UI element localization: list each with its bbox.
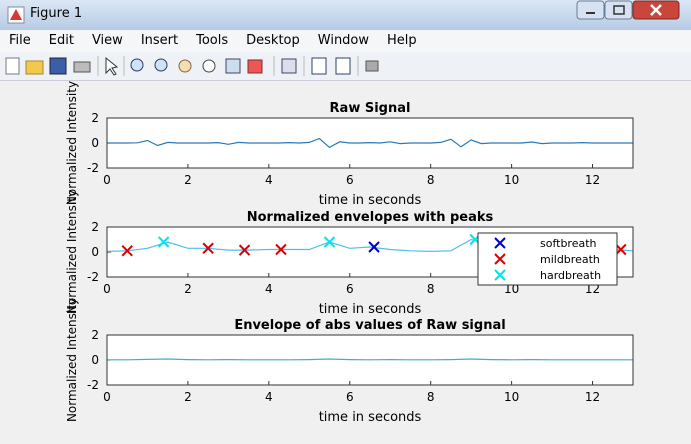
x-tick-label: 2 [184, 173, 192, 187]
menu-item[interactable]: Edit [48, 33, 74, 48]
window-title: Figure 1 [30, 6, 83, 21]
peak-marker [202, 242, 214, 254]
y-tick-label: -2 [87, 378, 99, 392]
peak-marker [238, 244, 251, 256]
axes-box [106, 226, 634, 278]
legend-label: softbreath [540, 237, 597, 250]
title-bar: Figure 1 [0, 0, 691, 30]
app-icon [7, 6, 25, 24]
x-axis-label: time in seconds [319, 193, 422, 208]
legend: softbreath mildbreath hardbreath [477, 232, 618, 286]
y-tick-label: 0 [91, 136, 99, 150]
maximize-button[interactable] [604, 0, 633, 20]
peak-marker [323, 236, 336, 248]
peak-marker [615, 243, 627, 256]
x-axis-label: time in seconds [319, 302, 422, 317]
x-tick-label: 8 [427, 390, 435, 404]
x-tick-label: 0 [103, 173, 111, 187]
x-tick-label: 0 [103, 390, 111, 404]
menu-item[interactable]: View [91, 33, 123, 48]
signal-line [107, 358, 633, 361]
y-tick-label: 0 [91, 353, 99, 367]
x-axis-label: time in seconds [319, 410, 422, 425]
menu-item[interactable]: Insert [140, 33, 179, 48]
y-axis-label: Normalized Intensity [65, 81, 79, 205]
x-tick-label: 12 [585, 390, 600, 404]
x-tick-label: 4 [265, 282, 273, 296]
legend-marker [494, 253, 506, 265]
toolbar [0, 52, 691, 81]
y-tick-label: 0 [91, 245, 99, 259]
x-tick-label: 10 [504, 173, 519, 187]
toolbar-icons[interactable] [0, 52, 380, 80]
axes-title: Envelope of abs values of Raw signal [234, 318, 505, 333]
x-tick-label: 10 [504, 390, 519, 404]
x-tick-label: 2 [184, 282, 192, 296]
x-tick-label: 4 [265, 390, 273, 404]
menu-item[interactable]: Tools [196, 33, 229, 48]
legend-label: mildbreath [540, 253, 600, 266]
axes-title: Normalized envelopes with peaks [247, 210, 494, 225]
axes-box [106, 334, 634, 386]
x-tick-label: 0 [103, 282, 111, 296]
y-axis-label: Normalized Intensity [65, 298, 79, 422]
x-tick-label: 8 [427, 282, 435, 296]
x-tick-label: 2 [184, 390, 192, 404]
minimize-button[interactable] [576, 0, 605, 20]
menu-item[interactable]: Window [317, 33, 370, 48]
window-buttons[interactable] [576, 0, 686, 22]
signal-line [107, 137, 633, 149]
y-tick-label: -2 [87, 270, 99, 284]
x-tick-label: 6 [346, 390, 354, 404]
x-tick-label: 4 [265, 173, 273, 187]
peak-marker [368, 241, 380, 253]
x-tick-label: 8 [427, 173, 435, 187]
axes-title: Raw Signal [330, 101, 411, 116]
y-tick-label: -2 [87, 161, 99, 175]
legend-label: hardbreath [540, 269, 601, 282]
peak-marker [157, 236, 170, 248]
y-axis-label: Normalized Intensity [65, 190, 79, 314]
y-tick-label: 2 [91, 220, 99, 234]
axes-box [106, 117, 634, 169]
y-tick-label: 2 [91, 111, 99, 125]
legend-marker [494, 269, 506, 281]
peak-marker [121, 245, 133, 257]
figure-canvas: Raw Signal time in seconds Normalized Inte… [65, 81, 634, 425]
y-tick-label: 2 [91, 328, 99, 342]
x-tick-label: 12 [585, 173, 600, 187]
menu-item[interactable]: File [9, 33, 31, 48]
peak-marker [275, 243, 287, 256]
menu-bar: File Edit View Insert Tools Desktop Window Help [0, 30, 691, 52]
menu-item[interactable]: Desktop [246, 33, 300, 48]
menu-item[interactable]: Help [387, 33, 417, 48]
legend-marker [494, 237, 506, 249]
x-tick-label: 6 [346, 173, 354, 187]
x-tick-label: 6 [346, 282, 354, 296]
